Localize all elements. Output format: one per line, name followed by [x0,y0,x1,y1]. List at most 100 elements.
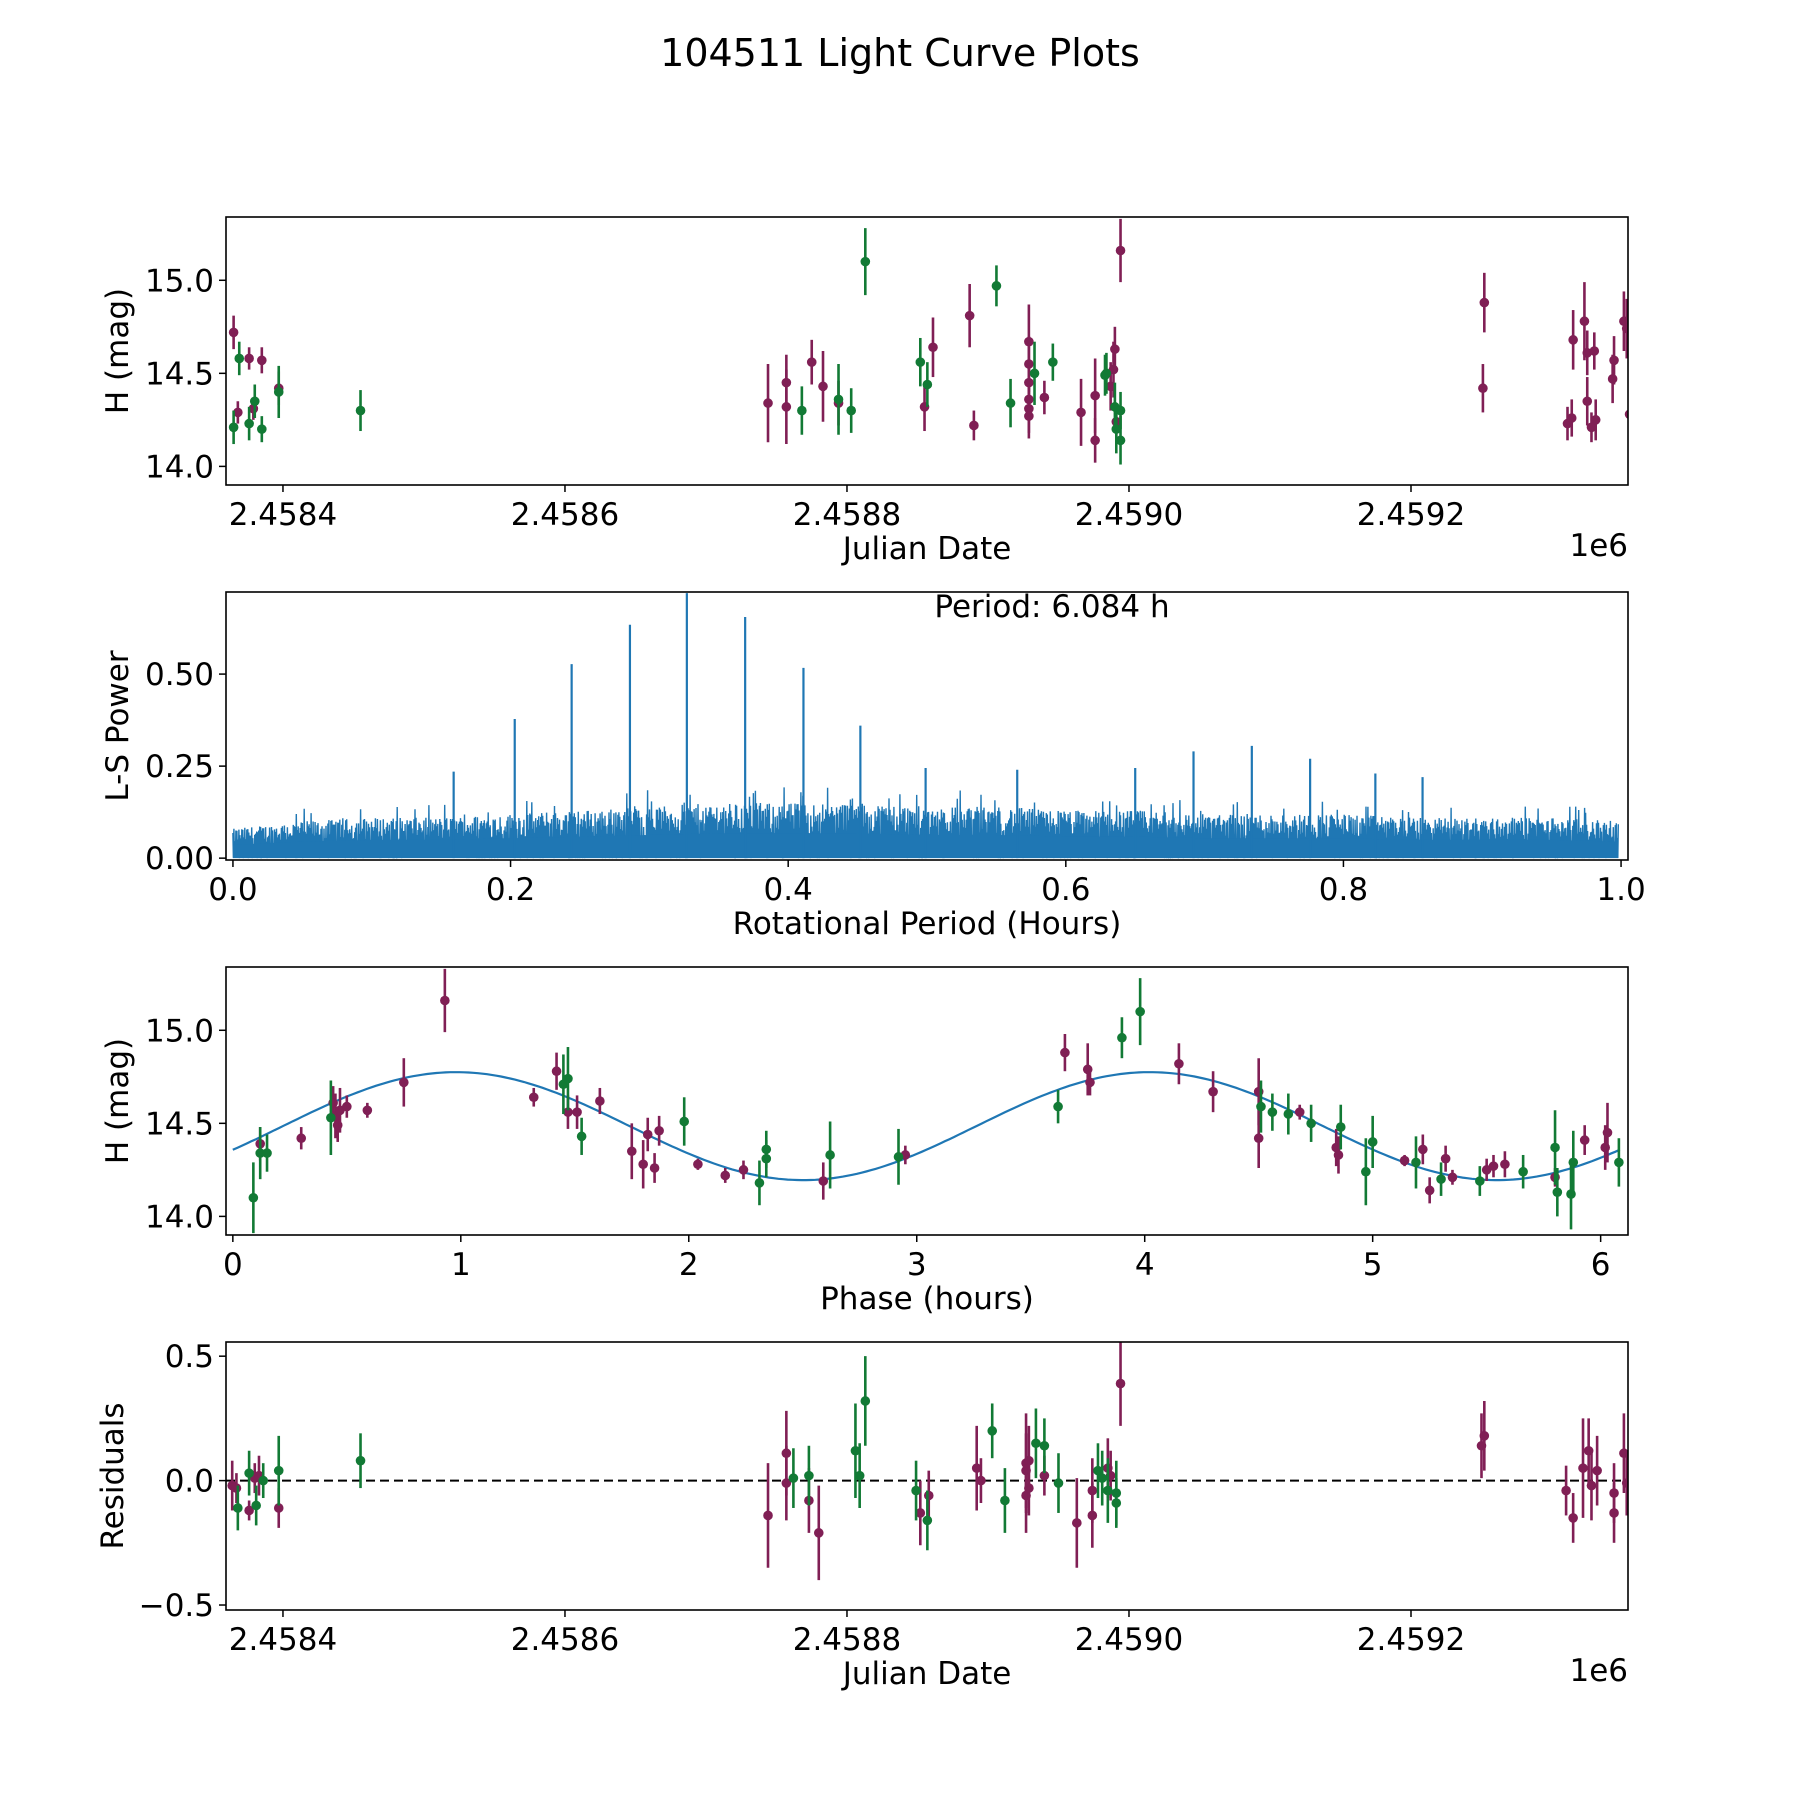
data-point-filter_b [1267,1107,1278,1117]
data-point-filter_a [1115,245,1126,256]
periodogram-ticks: 0.0 0.2 0.4 0.6 0.8 1.0 0.00 0.25 0.50 [145,657,1646,908]
x-tick-label: 2.4592 [1357,1622,1465,1658]
data-point-filter_a [1447,1172,1458,1183]
x-tick-label: 0 [223,1247,243,1283]
data-point-filter_a [1627,1456,1628,1461]
data-point-filter_b [1111,424,1122,434]
data-point-filter_a [654,1125,664,1136]
data-point-filter_b [1436,1174,1446,1184]
data-point-filter_a [296,1133,307,1144]
data-point-filter_a [231,1483,242,1493]
residuals-x-offset: 1e6 [1569,1653,1628,1689]
data-point-filter_b [854,1470,865,1481]
data-point-filter_a [923,1490,934,1501]
data-point-filter_a [626,1146,637,1157]
data-point-filter_a [1478,383,1488,394]
data-point-filter_a [1174,1058,1184,1069]
data-point-filter_b [249,396,260,407]
x-tick-label: 0.6 [1041,872,1090,908]
data-point-filter_a [806,357,817,367]
data-point-filter_a [257,355,267,366]
data-point-filter_b [987,1426,998,1436]
data-point-filter_b [1518,1166,1528,1177]
data-point-filter_a [551,1066,562,1077]
data-point-filter_a [228,327,239,338]
data-point-filter_a [1592,1465,1602,1476]
data-point-filter_b [248,1192,259,1203]
data-point-filter_b [1039,1440,1050,1451]
x-tick-label: 2.4586 [511,497,619,533]
data-point-filter_a [1208,1086,1218,1097]
data-point-filter_a [1609,355,1619,366]
y-tick-label: 0.5 [165,1339,214,1375]
data-point-filter_a [1418,1144,1428,1155]
residuals-xlabel: Julian Date [841,1656,1012,1692]
data-point-filter_b [860,256,871,267]
data-point-filter_b [1568,1157,1579,1168]
data-point-filter_a [342,1101,352,1112]
data-point-filter_b [1000,1495,1010,1506]
data-point-filter_a [1024,1483,1034,1493]
x-tick-label: 0.2 [486,872,535,908]
data-point-filter_a [362,1105,373,1116]
data-point-filter_b [1097,1473,1107,1483]
x-tick-label: 2.4584 [229,497,337,533]
data-point-filter_a [1479,1431,1490,1441]
data-point-filter_a [1090,435,1100,446]
data-point-filter_b [1306,1118,1316,1129]
data-point-filter_b [1550,1142,1560,1153]
data-point-filter_a [1582,396,1593,407]
data-point-filter_b [563,1073,573,1084]
data-point-filter_b [788,1473,799,1483]
data-point-filter_a [399,1077,409,1088]
data-point-filter_a [1566,413,1577,423]
data-point-filter_b [1101,368,1112,379]
data-point-filter_a [273,1503,284,1513]
data-point-filter_b [1614,1157,1624,1168]
data-point-filter_a [1561,1485,1571,1496]
data-point-filter_b [228,422,239,433]
figure-title: 104511 Light Curve Plots [660,31,1140,75]
y-tick-label: 15.0 [145,1013,214,1049]
data-point-filter_b [1367,1137,1378,1147]
data-point-filter_a [563,1107,573,1117]
data-point-filter_b [922,379,933,390]
data-point-filter_a [1586,1480,1597,1491]
data-point-filter_b [1552,1187,1563,1197]
data-point-filter_a [818,381,828,392]
model-fit-curve [232,1071,1621,1182]
data-point-filter_a [1624,409,1628,419]
data-point-filter_a [781,1448,792,1459]
x-tick-label: 2.4588 [793,1622,901,1658]
data-point-filter_a [763,1510,773,1521]
data-point-filter_b [915,357,926,367]
data-point-filter_a [1479,297,1490,308]
y-tick-label: 14.0 [145,1199,214,1235]
x-tick-label: 0.8 [1319,872,1368,908]
data-point-filter_a [971,1463,982,1473]
data-point-filter_b [922,1515,933,1526]
data-point-filter_a [1110,344,1120,354]
data-point-filter_a [781,402,792,412]
data-point-filter_b [846,405,857,416]
phased-axes-frame [225,966,1629,1236]
residuals-ticks: 2.4584 2.4586 2.4588 2.4590 2.4592 −0.5 0.0 0.5 [139,1339,1466,1658]
data-point-filter_b [1031,1438,1041,1449]
data-point-filter_b [1475,1176,1485,1186]
data-point-filter_a [813,1528,824,1538]
data-point-filter_a [1024,411,1034,421]
data-point-filter_a [1579,316,1590,327]
data-point-filter_b [804,1470,814,1481]
x-tick-label: 2.4590 [1075,497,1183,533]
x-tick-label: 2.4584 [229,1622,337,1658]
data-point-filter_a [928,342,938,353]
y-tick-label: 0.50 [145,657,214,693]
data-point-filter_a [1589,346,1600,356]
data-point-filter_b [1103,1485,1113,1496]
data-point-filter_b [576,1131,587,1142]
data-point-filter_a [1635,426,1645,436]
data-point-filter_a [1399,1155,1410,1166]
data-point-filter_b [273,1465,284,1476]
data-point-filter_a [738,1165,749,1175]
